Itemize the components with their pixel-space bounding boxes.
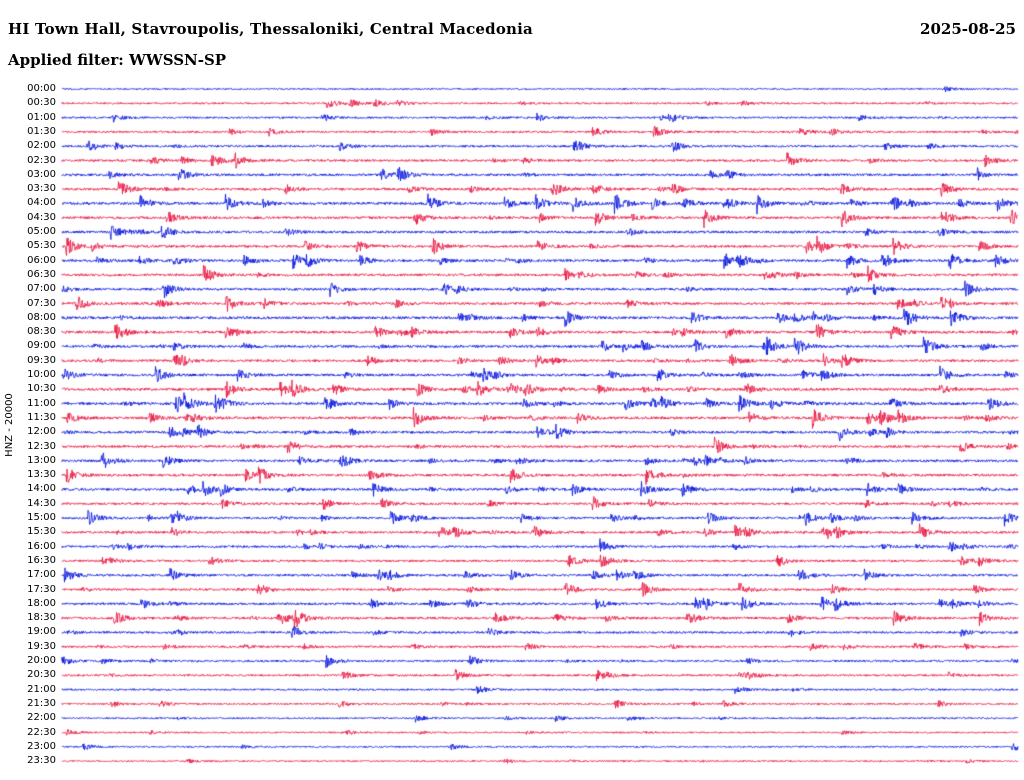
time-label-2230: 22:30 — [27, 726, 56, 738]
time-label-1500: 15:00 — [27, 512, 56, 523]
time-label-1530: 15:30 — [27, 526, 56, 538]
date-label: 2025-08-25 — [920, 20, 1016, 38]
time-label-1600: 16:00 — [27, 540, 56, 552]
applied-filter-label: Applied filter: WWSSN-SP — [8, 51, 227, 69]
time-label-1400: 14:00 — [27, 483, 56, 495]
time-label-1100: 11:00 — [27, 397, 56, 409]
time-label-1900: 19:00 — [27, 626, 56, 638]
time-label-0630: 06:30 — [27, 268, 56, 280]
time-label-0500: 05:00 — [27, 226, 56, 237]
time-label-1430: 14:30 — [27, 497, 56, 509]
time-label-1700: 17:00 — [27, 569, 56, 581]
time-label-0230: 02:30 — [27, 154, 56, 166]
time-label-0930: 09:30 — [27, 354, 56, 366]
time-label-0300: 03:00 — [27, 168, 56, 180]
time-label-2000: 20:00 — [27, 655, 56, 666]
time-label-0530: 05:30 — [27, 240, 56, 252]
time-label-0400: 04:00 — [27, 197, 56, 209]
time-label-0430: 04:30 — [27, 211, 56, 223]
time-label-0330: 03:30 — [27, 183, 56, 195]
time-label-1000: 10:00 — [27, 369, 56, 380]
time-label-1330: 13:30 — [27, 469, 56, 481]
time-label-0000: 00:00 — [27, 83, 56, 94]
time-label-1230: 12:30 — [27, 440, 56, 452]
time-label-0730: 07:30 — [27, 297, 56, 309]
time-label-2200: 22:00 — [27, 712, 56, 724]
time-label-1200: 12:00 — [27, 426, 56, 438]
time-label-1630: 16:30 — [27, 554, 56, 566]
time-label-1830: 18:30 — [27, 612, 56, 624]
time-label-1930: 19:30 — [27, 640, 56, 652]
time-label-0030: 00:30 — [27, 97, 56, 109]
time-label-0800: 08:00 — [27, 311, 56, 323]
time-label-0130: 01:30 — [27, 125, 56, 137]
time-label-2300: 23:00 — [27, 740, 56, 752]
time-axis-labels: 00:00 00:30 01:00 01:30 02:00 02:30 03:00 03:30… — [0, 0, 58, 780]
time-label-2100: 21:00 — [27, 683, 56, 695]
time-label-2130: 21:30 — [27, 697, 56, 709]
time-label-0200: 02:00 — [27, 140, 56, 152]
time-label-0900: 09:00 — [27, 340, 56, 352]
time-label-1800: 18:00 — [27, 597, 56, 609]
time-label-2330: 23:30 — [27, 755, 56, 767]
time-label-1730: 17:30 — [27, 583, 56, 595]
time-label-2030: 20:30 — [27, 669, 56, 681]
time-label-1300: 13:00 — [27, 454, 56, 466]
time-label-0830: 08:30 — [27, 326, 56, 338]
time-label-1130: 11:30 — [27, 411, 56, 423]
time-label-0700: 07:00 — [27, 283, 56, 295]
station-title: HI Town Hall, Stavroupolis, Thessaloniki… — [8, 20, 533, 38]
time-label-1030: 10:30 — [27, 383, 56, 395]
time-label-0100: 01:00 — [27, 111, 56, 123]
time-label-0600: 06:00 — [27, 254, 56, 266]
